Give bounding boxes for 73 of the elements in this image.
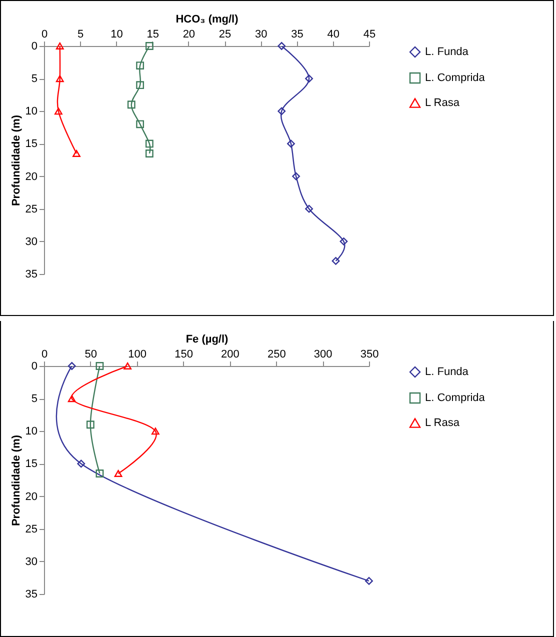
x-tick-label: 40 (327, 28, 340, 40)
y-tick-label: 5 (31, 73, 38, 86)
x-axis-title: HCO₃ (mg/l) (176, 14, 239, 26)
point (145, 140, 154, 148)
x-tick-label: 25 (218, 28, 232, 40)
legend-label: L Rasa (425, 97, 460, 109)
point (145, 42, 154, 50)
x-tick-label: 5 (78, 28, 84, 40)
point (332, 257, 340, 265)
legend-label: L. Funda (425, 366, 470, 378)
point (305, 74, 314, 83)
legend-label: L. Funda (425, 46, 470, 58)
y-tick-label: 20 (25, 170, 38, 183)
point (278, 107, 286, 116)
y-tick-label: 15 (25, 458, 38, 470)
point (68, 395, 76, 402)
x-tick-label: 0 (41, 348, 48, 360)
x-tick-label: 100 (128, 348, 147, 360)
x-tick-label: 35 (291, 28, 304, 40)
point (54, 108, 62, 115)
y-tick-label: 0 (31, 360, 38, 372)
point (127, 100, 136, 109)
y-axis-title: Profundidade (m) (10, 434, 22, 526)
x-axis-title: Fe (µg/l) (186, 334, 229, 346)
x-tick-label: 350 (360, 348, 379, 360)
point (292, 172, 300, 180)
x-tick-label: 30 (255, 28, 268, 40)
x-tick-label: 200 (221, 348, 240, 360)
y-tick-label: 20 (25, 490, 38, 503)
x-tick-label: 250 (267, 348, 286, 360)
point (86, 420, 94, 429)
legend-label: L Rasa (425, 417, 460, 429)
y-tick-label: 25 (25, 523, 38, 536)
y-tick-label: 10 (25, 426, 38, 438)
point (305, 204, 314, 213)
x-tick-label: 15 (146, 28, 159, 40)
point (56, 42, 64, 50)
point (365, 577, 373, 585)
y-tick-label: 5 (31, 393, 38, 406)
point (77, 460, 86, 468)
x-tick-label: 300 (314, 348, 332, 360)
point (287, 140, 295, 148)
point (68, 362, 76, 370)
point (96, 362, 104, 370)
legend-label: L. Comprida (425, 72, 486, 84)
point (96, 470, 104, 478)
y-tick-label: 30 (25, 556, 38, 568)
y-tick-label: 35 (25, 588, 38, 600)
point (136, 81, 144, 90)
y-tick-label: 35 (25, 268, 38, 280)
point (145, 150, 154, 158)
y-tick-label: 30 (25, 236, 38, 248)
point (151, 428, 160, 435)
point (72, 150, 80, 157)
point (278, 42, 286, 50)
x-tick-label: 50 (84, 348, 98, 360)
x-tick-label: 45 (363, 28, 376, 40)
legend-label: L. Comprida (425, 392, 486, 404)
x-tick-label: 20 (182, 28, 196, 40)
y-tick-label: 0 (31, 40, 38, 52)
x-tick-label: 0 (41, 28, 48, 40)
point (136, 120, 144, 128)
y-tick-label: 25 (25, 203, 38, 216)
y-tick-label: 15 (25, 138, 38, 150)
y-tick-label: 10 (25, 106, 38, 118)
y-axis-title: Profundidade (m) (10, 114, 22, 206)
x-tick-label: 150 (174, 348, 193, 360)
point (124, 362, 132, 370)
point (56, 75, 64, 82)
x-tick-label: 10 (110, 28, 123, 40)
point (340, 237, 348, 246)
point (136, 62, 144, 70)
point (114, 470, 122, 477)
